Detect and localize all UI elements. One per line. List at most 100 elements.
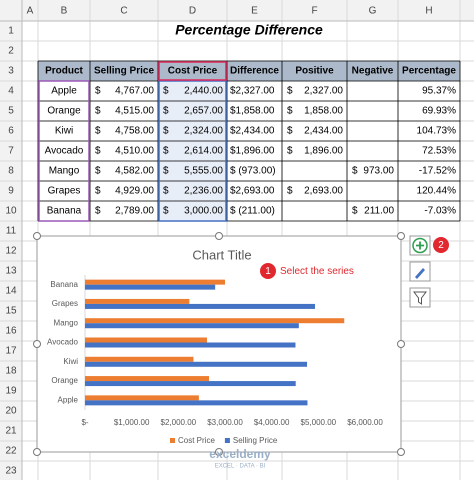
row-header: 2 [8,46,14,57]
row-header: 17 [5,346,17,357]
cell-amount: 973.00 [363,166,394,177]
brush-icon [415,268,425,279]
cell-amount: 2,434.00 [304,126,343,137]
row-header: 13 [5,266,17,277]
sheet-title: Percentage Difference [175,22,323,38]
row-header: 7 [8,146,14,157]
cell-amount: 4,758.00 [115,126,154,137]
selection-outline [158,61,227,81]
column-header: A [27,6,34,17]
legend-swatch [170,438,175,443]
cell-amount: 2,614.00 [184,146,223,157]
currency-symbol: $ [287,186,293,197]
row-header: 16 [5,326,17,337]
cell-amount: 2,324.00 [184,126,223,137]
filter-icon [413,291,427,305]
cell-amount: 3,000.00 [184,206,223,217]
legend-label: Cost Price [178,436,215,445]
cell-text: $ (211.00) [230,206,275,217]
table-header: Difference [230,66,279,77]
category-label: Mango [54,318,79,327]
bar [85,323,299,329]
column-header: C [120,6,127,17]
cell-text: $1,896.00 [230,146,275,157]
column-header: G [369,6,377,17]
x-tick-label: $2,000.00 [161,418,197,427]
currency-symbol: $ [95,146,101,157]
currency-symbol: $ [287,146,293,157]
cell-amount: 2,236.00 [184,186,223,197]
currency-symbol: $ [163,146,169,157]
header-row [38,61,460,81]
selection-outline [38,80,90,222]
column-header: H [425,6,432,17]
bar [85,400,308,406]
cell-text: $2,327.00 [230,86,275,97]
resize-handle [397,448,405,456]
row-header: 10 [5,206,17,217]
bar [85,298,190,304]
currency-symbol: $ [163,186,169,197]
row-header: 6 [8,126,14,137]
legend-label: Selling Price [233,436,278,445]
cell-text: 95.37% [422,86,456,97]
currency-symbol: $ [95,186,101,197]
table-header: Cost Price [168,66,218,77]
resize-handle [397,232,405,240]
column-header-bar [0,0,474,21]
step-badge [260,263,276,279]
row-header: 19 [5,386,17,397]
resize-handle [33,340,41,348]
row-header: 14 [5,286,17,297]
product-name: Apple [51,86,77,97]
bar [85,361,308,367]
step-badge [433,237,449,253]
row-header-bar [0,0,22,480]
cell-amount: 211.00 [364,206,394,217]
cell-text: 69.93% [422,106,456,117]
bar [85,279,225,285]
currency-symbol: $ [95,206,101,217]
row-header: 21 [5,426,17,437]
cell-text: $2,693.00 [230,186,275,197]
resize-handle [215,448,223,456]
cell-amount: 5,555.00 [184,166,223,177]
cell-amount: 2,440.00 [184,86,223,97]
row-header: 9 [8,186,14,197]
currency-symbol: $ [287,86,293,97]
cell-text: 72.53% [422,146,456,157]
chart-filters-button[interactable] [409,287,431,308]
row-header: 1 [8,26,14,37]
category-label: Avocado [47,338,79,347]
currency-symbol: $ [287,106,293,117]
category-label: Orange [51,376,78,385]
watermark-tagline: EXCEL · DATA · BI [215,464,266,470]
column-header: E [251,6,258,17]
category-label: Kiwi [63,357,78,366]
bar [85,318,345,324]
bar [85,284,216,290]
cell-amount: 4,582.00 [115,166,154,177]
row-header: 12 [5,246,17,257]
row-header: 5 [8,106,14,117]
cell-amount: 2,327.00 [304,86,343,97]
currency-symbol: $ [95,106,101,117]
currency-symbol: $ [287,126,293,137]
step-instruction: Select the series [280,266,354,277]
cell-text: 104.73% [417,126,457,137]
cell-text: 120.44% [417,186,457,197]
x-tick-label: $4,000.00 [254,418,290,427]
cell-amount: 1,896.00 [304,146,343,157]
product-name: Avocado [45,146,84,157]
chart-title: Chart Title [192,247,251,262]
legend-swatch [224,438,230,443]
resize-handle [215,232,223,240]
table-header: Percentage [402,66,456,77]
resize-handle [33,448,41,456]
currency-symbol: $ [163,126,169,137]
cell-amount: 2,657.00 [184,106,223,117]
step-number: 1 [265,266,271,277]
product-name: Banana [47,206,82,217]
currency-symbol: $ [95,166,101,177]
product-name: Mango [49,166,80,177]
